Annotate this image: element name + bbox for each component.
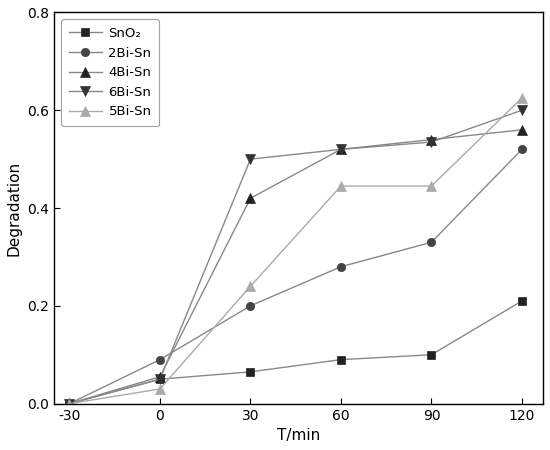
- 6Bi-Sn: [157, 377, 163, 382]
- 6Bi-Sn: [428, 140, 435, 145]
- SnO₂: [428, 352, 435, 357]
- 2Bi-Sn: [428, 239, 435, 245]
- 4Bi-Sn: [247, 196, 254, 201]
- 4Bi-Sn: [519, 127, 525, 132]
- 4Bi-Sn: [157, 374, 163, 379]
- 6Bi-Sn: [338, 147, 344, 152]
- Line: 5Bi-Sn: 5Bi-Sn: [64, 93, 527, 409]
- 2Bi-Sn: [247, 303, 254, 309]
- 4Bi-Sn: [428, 137, 435, 142]
- 5Bi-Sn: [519, 95, 525, 101]
- 5Bi-Sn: [66, 401, 73, 406]
- SnO₂: [519, 298, 525, 304]
- 6Bi-Sn: [66, 401, 73, 406]
- X-axis label: T/min: T/min: [277, 428, 320, 443]
- 5Bi-Sn: [247, 284, 254, 289]
- 2Bi-Sn: [66, 401, 73, 406]
- 2Bi-Sn: [338, 264, 344, 270]
- Line: 4Bi-Sn: 4Bi-Sn: [64, 125, 527, 409]
- 5Bi-Sn: [157, 386, 163, 391]
- Y-axis label: Degradation: Degradation: [7, 161, 22, 256]
- SnO₂: [247, 369, 254, 374]
- SnO₂: [66, 401, 73, 406]
- Line: 6Bi-Sn: 6Bi-Sn: [64, 105, 527, 409]
- 2Bi-Sn: [519, 147, 525, 152]
- Line: 2Bi-Sn: 2Bi-Sn: [65, 145, 526, 408]
- 6Bi-Sn: [247, 157, 254, 162]
- 5Bi-Sn: [428, 183, 435, 189]
- Legend: SnO₂, 2Bi-Sn, 4Bi-Sn, 6Bi-Sn, 5Bi-Sn: SnO₂, 2Bi-Sn, 4Bi-Sn, 6Bi-Sn, 5Bi-Sn: [61, 19, 160, 126]
- 2Bi-Sn: [157, 357, 163, 362]
- 6Bi-Sn: [519, 108, 525, 113]
- 5Bi-Sn: [338, 183, 344, 189]
- SnO₂: [157, 377, 163, 382]
- 4Bi-Sn: [66, 401, 73, 406]
- SnO₂: [338, 357, 344, 362]
- 4Bi-Sn: [338, 147, 344, 152]
- Line: SnO₂: SnO₂: [65, 297, 526, 408]
